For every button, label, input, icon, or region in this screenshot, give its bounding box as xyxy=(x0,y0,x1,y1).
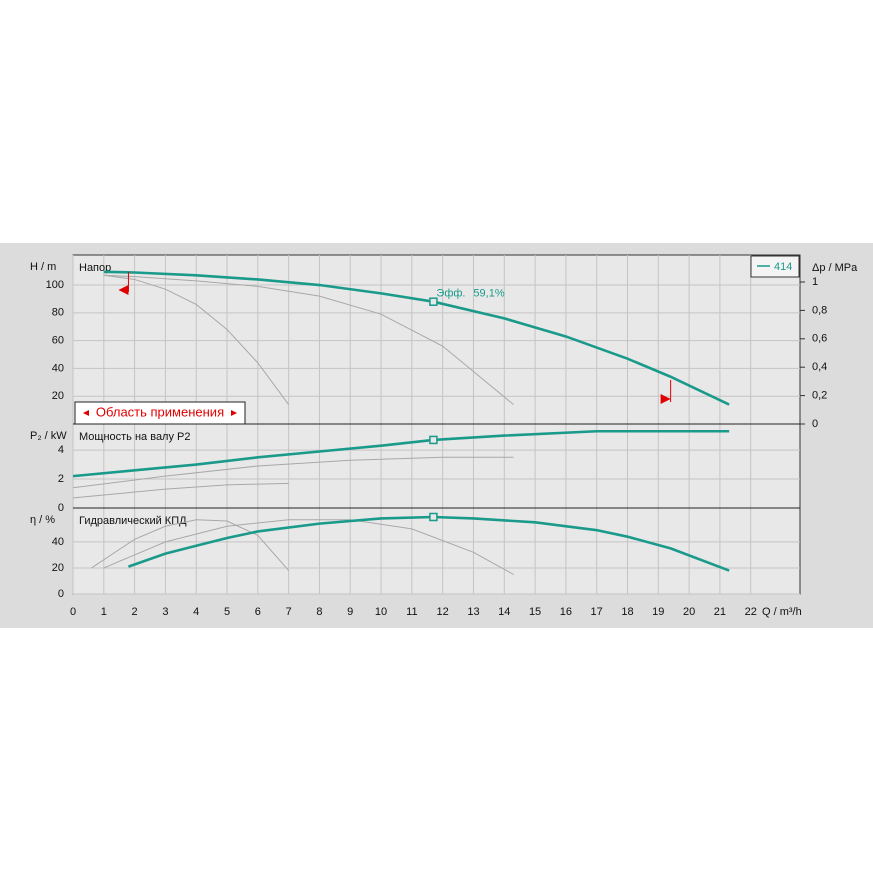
x-axis-label: Q / m³/h xyxy=(762,606,802,618)
legend-box xyxy=(750,255,800,278)
curve xyxy=(103,274,290,405)
main-curve xyxy=(72,429,730,478)
x-tick-label: 4 xyxy=(193,606,199,618)
range-arrow xyxy=(118,285,129,295)
y-tick-label: 100 xyxy=(46,279,64,291)
curve xyxy=(72,456,514,489)
duty-point xyxy=(429,297,438,306)
y2-tick-label: 0,6 xyxy=(812,333,827,345)
x-tick-label: 3 xyxy=(162,606,168,618)
y2-tick-label: 0 xyxy=(812,418,818,430)
y-tick-label: 0 xyxy=(58,502,64,514)
y2-tick-label: 0,4 xyxy=(812,361,827,373)
x-tick-label: 6 xyxy=(255,606,261,618)
curve xyxy=(72,482,289,499)
curve xyxy=(103,519,514,575)
x-tick-label: 5 xyxy=(224,606,230,618)
x-tick-label: 8 xyxy=(316,606,322,618)
curve xyxy=(91,519,290,571)
x-tick-label: 7 xyxy=(286,606,292,618)
x-tick-label: 22 xyxy=(745,606,757,618)
x-tick-label: 13 xyxy=(467,606,479,618)
x-tick-label: 16 xyxy=(560,606,572,618)
y2-tick-label: 1 xyxy=(812,276,818,288)
x-tick-label: 11 xyxy=(406,606,417,618)
x-tick-label: 18 xyxy=(621,606,633,618)
legend-label: 414 xyxy=(774,261,792,273)
y-tick-label: 60 xyxy=(52,335,64,347)
panel-label: Напор xyxy=(79,262,111,274)
y2-tick-label: 0,2 xyxy=(812,390,827,402)
x-tick-label: 2 xyxy=(132,606,138,618)
y-tick-label: 0 xyxy=(58,588,64,600)
x-tick-label: 14 xyxy=(498,606,510,618)
annotation-value: 59,1% xyxy=(473,288,504,300)
y-tick-label: 40 xyxy=(52,536,64,548)
panel-label: Гидравлический КПД xyxy=(79,515,187,527)
annotation-text: Эфф. xyxy=(436,288,465,300)
duty-point xyxy=(429,435,438,445)
x-tick-label: 21 xyxy=(714,606,726,618)
y-axis-label: η / % xyxy=(30,514,55,526)
y-tick-label: 2 xyxy=(58,473,64,485)
x-tick-label: 9 xyxy=(347,606,353,618)
y2-tick-label: 0,8 xyxy=(812,304,827,316)
x-tick-label: 19 xyxy=(652,606,664,618)
main-curve xyxy=(128,515,730,572)
y-tick-label: 40 xyxy=(52,362,64,374)
x-tick-label: 1 xyxy=(101,606,107,618)
y-axis-label: H / m xyxy=(30,261,56,273)
range-box-arrow xyxy=(231,410,237,416)
curve xyxy=(103,274,514,405)
range-label: Область применения xyxy=(96,404,224,419)
x-tick-label: 17 xyxy=(591,606,603,618)
range-box-arrow xyxy=(83,410,89,416)
x-tick-label: 15 xyxy=(529,606,541,618)
x-tick-label: 12 xyxy=(437,606,449,618)
x-tick-label: 0 xyxy=(70,606,76,618)
duty-point xyxy=(429,512,438,522)
y-axis-label: P₂ / kW xyxy=(30,430,67,442)
y-tick-label: 80 xyxy=(52,307,64,319)
y-tick-label: 20 xyxy=(52,390,64,402)
panel-label: Мощность на валу P2 xyxy=(79,431,191,443)
range-arrow xyxy=(660,394,671,404)
x-tick-label: 10 xyxy=(375,606,387,618)
y-tick-label: 4 xyxy=(58,444,64,456)
y-tick-label: 20 xyxy=(52,562,64,574)
y2-axis-label: Δp / MPa xyxy=(812,262,858,274)
main-curve xyxy=(103,270,730,406)
x-tick-label: 20 xyxy=(683,606,695,618)
